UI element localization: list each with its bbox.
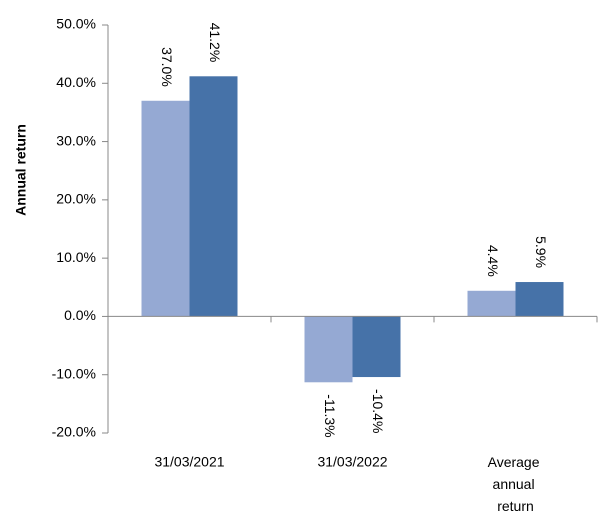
- bar: [304, 316, 353, 383]
- bar: [141, 100, 190, 317]
- bar: [467, 290, 516, 317]
- value-label: 5.9%: [533, 236, 549, 268]
- x-tick-label: 31/03/2021: [154, 454, 224, 470]
- y-axis-title: Annual return: [13, 124, 29, 216]
- bar: [515, 282, 564, 317]
- y-tick-label: -10.0%: [52, 365, 96, 381]
- bar: [352, 316, 401, 378]
- value-label: 41.2%: [207, 23, 223, 63]
- value-label: 37.0%: [159, 47, 175, 87]
- y-tick-label: 50.0%: [56, 16, 96, 32]
- y-tick-label: 40.0%: [56, 74, 96, 90]
- y-tick-label: 30.0%: [56, 132, 96, 148]
- value-label: -10.4%: [370, 389, 386, 433]
- y-tick-label: -20.0%: [52, 424, 96, 440]
- bar: [189, 76, 238, 317]
- y-tick-label: 20.0%: [56, 191, 96, 207]
- x-tick-label: Average annual return: [488, 454, 544, 514]
- y-tick-label: 10.0%: [56, 249, 96, 265]
- x-tick-label: 31/03/2022: [317, 454, 387, 470]
- y-tick-label: 0.0%: [64, 307, 96, 323]
- value-label: -11.3%: [322, 394, 338, 437]
- value-label: 4.4%: [485, 245, 501, 277]
